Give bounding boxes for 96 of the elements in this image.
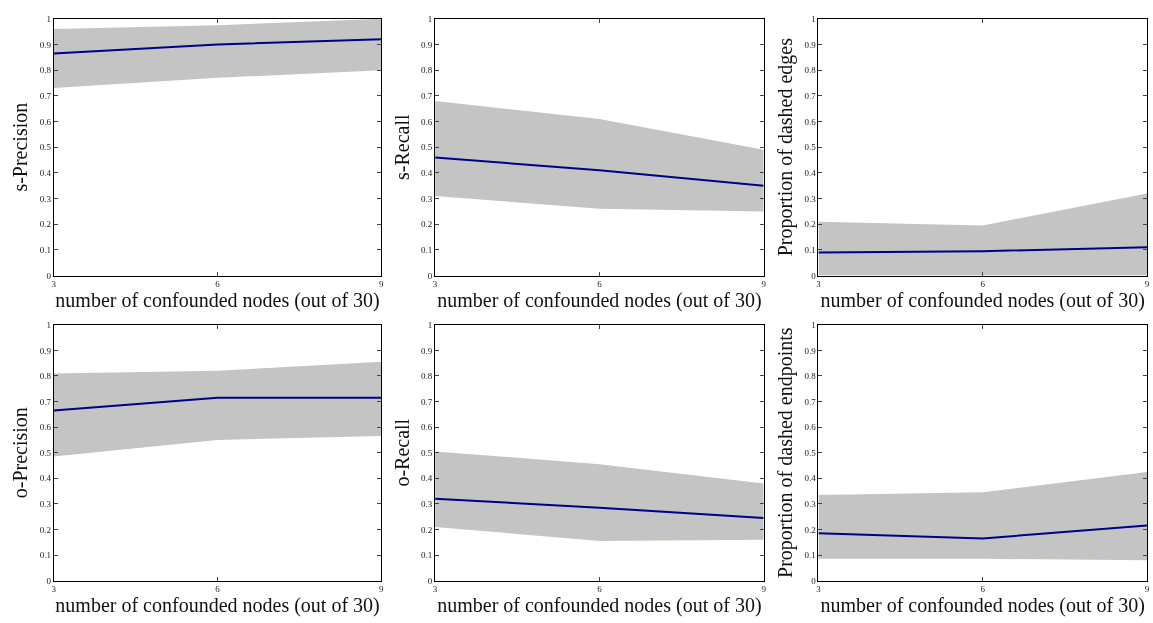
y-tick-label: 0.2 xyxy=(421,524,433,535)
y-tick-label: 0.4 xyxy=(421,473,433,484)
y-tick-label: 0 xyxy=(427,270,433,281)
y-axis-title: Proportion of dashed edges xyxy=(773,37,797,257)
y-tick-label: 0.8 xyxy=(421,65,433,76)
y-tick-label: 0.2 xyxy=(421,219,433,230)
y-tick-label: 1 xyxy=(811,319,816,330)
y-tick-label: 0.7 xyxy=(804,396,817,407)
y-tick-label: 0.2 xyxy=(39,524,51,535)
y-tick-label: 0.6 xyxy=(39,422,52,433)
y-tick-label: 0.1 xyxy=(421,550,433,561)
x-tick-label: 9 xyxy=(379,279,385,290)
x-tick-label: 9 xyxy=(1144,584,1150,595)
x-tick-label: 3 xyxy=(432,279,438,290)
y-tick-label: 0.7 xyxy=(421,90,433,101)
y-tick-label: 0.1 xyxy=(804,550,816,561)
y-tick-label: 0.1 xyxy=(39,245,51,256)
y-tick-label: 0 xyxy=(427,575,433,586)
y-tick-label: 1 xyxy=(427,319,433,330)
y-tick-label: 1 xyxy=(427,13,433,24)
y-tick-label: 0.8 xyxy=(421,371,433,382)
y-tick-label: 0.9 xyxy=(421,39,433,50)
x-tick-label: 6 xyxy=(215,279,221,290)
y-tick-label: 0.9 xyxy=(804,345,817,356)
y-axis-title: o-Recall xyxy=(390,418,413,487)
y-tick-label: 0.4 xyxy=(804,473,817,484)
y-tick-label: 0.7 xyxy=(39,396,52,407)
y-tick-label: 0.9 xyxy=(804,39,817,50)
y-tick-label: 0.5 xyxy=(421,447,433,458)
y-tick-label: 0.2 xyxy=(804,219,816,230)
y-tick-label: 0.1 xyxy=(39,550,51,561)
x-tick-label: 3 xyxy=(51,584,57,595)
y-tick-label: 1 xyxy=(811,13,816,24)
y-tick-label: 0.9 xyxy=(421,345,433,356)
x-axis-title: number of confounded nodes (out of 30) xyxy=(820,594,1145,618)
y-tick-label: 0.7 xyxy=(804,90,817,101)
y-tick-label: 0.1 xyxy=(804,245,816,256)
y-tick-label: 0 xyxy=(811,575,817,586)
y-tick-label: 0 xyxy=(46,270,52,281)
x-tick-label: 3 xyxy=(432,584,438,595)
y-tick-label: 0.5 xyxy=(421,142,433,153)
y-tick-label: 0.6 xyxy=(421,116,433,127)
y-tick-label: 0 xyxy=(46,575,52,586)
y-tick-label: 0.4 xyxy=(39,168,52,179)
y-tick-label: 0.5 xyxy=(39,447,52,458)
y-tick-label: 0.4 xyxy=(39,473,52,484)
y-tick-label: 0.3 xyxy=(804,193,817,204)
y-tick-label: 0.6 xyxy=(804,422,817,433)
x-tick-label: 6 xyxy=(597,584,603,595)
x-axis-title: number of confounded nodes (out of 30) xyxy=(55,289,380,313)
x-tick-label: 6 xyxy=(980,584,986,595)
y-tick-label: 0.3 xyxy=(39,499,52,510)
y-tick-label: 0.6 xyxy=(804,116,817,127)
x-tick-label: 6 xyxy=(215,584,221,595)
x-tick-label: 9 xyxy=(761,584,767,595)
y-tick-label: 0.5 xyxy=(804,142,817,153)
y-axis-title: Proportion of dashed endpoints xyxy=(773,327,797,578)
y-tick-label: 0.8 xyxy=(804,65,817,76)
x-tick-label: 9 xyxy=(761,279,767,290)
y-tick-label: 0.5 xyxy=(39,142,52,153)
y-tick-label: 0.6 xyxy=(39,116,52,127)
y-tick-label: 0.4 xyxy=(804,168,817,179)
y-tick-label: 0.8 xyxy=(804,371,817,382)
y-tick-label: 0.8 xyxy=(39,65,52,76)
y-tick-label: 0.2 xyxy=(804,524,816,535)
x-tick-label: 6 xyxy=(980,279,986,290)
y-tick-label: 0.8 xyxy=(39,371,52,382)
y-tick-label: 0.3 xyxy=(421,193,433,204)
y-axis-title: s-Recall xyxy=(390,113,413,180)
x-tick-label: 3 xyxy=(816,584,822,595)
x-tick-label: 9 xyxy=(1144,279,1150,290)
y-tick-label: 1 xyxy=(46,319,51,330)
x-tick-label: 9 xyxy=(379,584,385,595)
y-tick-label: 0.3 xyxy=(421,499,433,510)
y-tick-label: 1 xyxy=(46,13,51,24)
y-tick-label: 0.6 xyxy=(421,422,433,433)
y-tick-label: 0.4 xyxy=(421,168,433,179)
x-tick-label: 3 xyxy=(816,279,822,290)
x-axis-title: number of confounded nodes (out of 30) xyxy=(820,289,1145,313)
y-tick-label: 0.5 xyxy=(804,447,817,458)
y-axis-title: o-Precision xyxy=(9,407,32,499)
y-tick-label: 0.2 xyxy=(39,219,51,230)
x-tick-label: 6 xyxy=(597,279,603,290)
y-tick-label: 0.9 xyxy=(39,39,52,50)
y-tick-label: 0 xyxy=(811,270,817,281)
x-tick-label: 3 xyxy=(51,279,57,290)
x-axis-title: number of confounded nodes (out of 30) xyxy=(437,594,762,618)
x-axis-title: number of confounded nodes (out of 30) xyxy=(55,594,380,618)
y-tick-label: 0.9 xyxy=(39,345,52,356)
y-tick-label: 0.3 xyxy=(39,193,52,204)
y-axis-title: s-Precision xyxy=(9,102,32,192)
y-tick-label: 0.1 xyxy=(421,245,433,256)
y-tick-label: 0.7 xyxy=(421,396,433,407)
y-tick-label: 0.3 xyxy=(804,499,817,510)
y-tick-label: 0.7 xyxy=(39,90,52,101)
x-axis-title: number of confounded nodes (out of 30) xyxy=(437,289,762,313)
